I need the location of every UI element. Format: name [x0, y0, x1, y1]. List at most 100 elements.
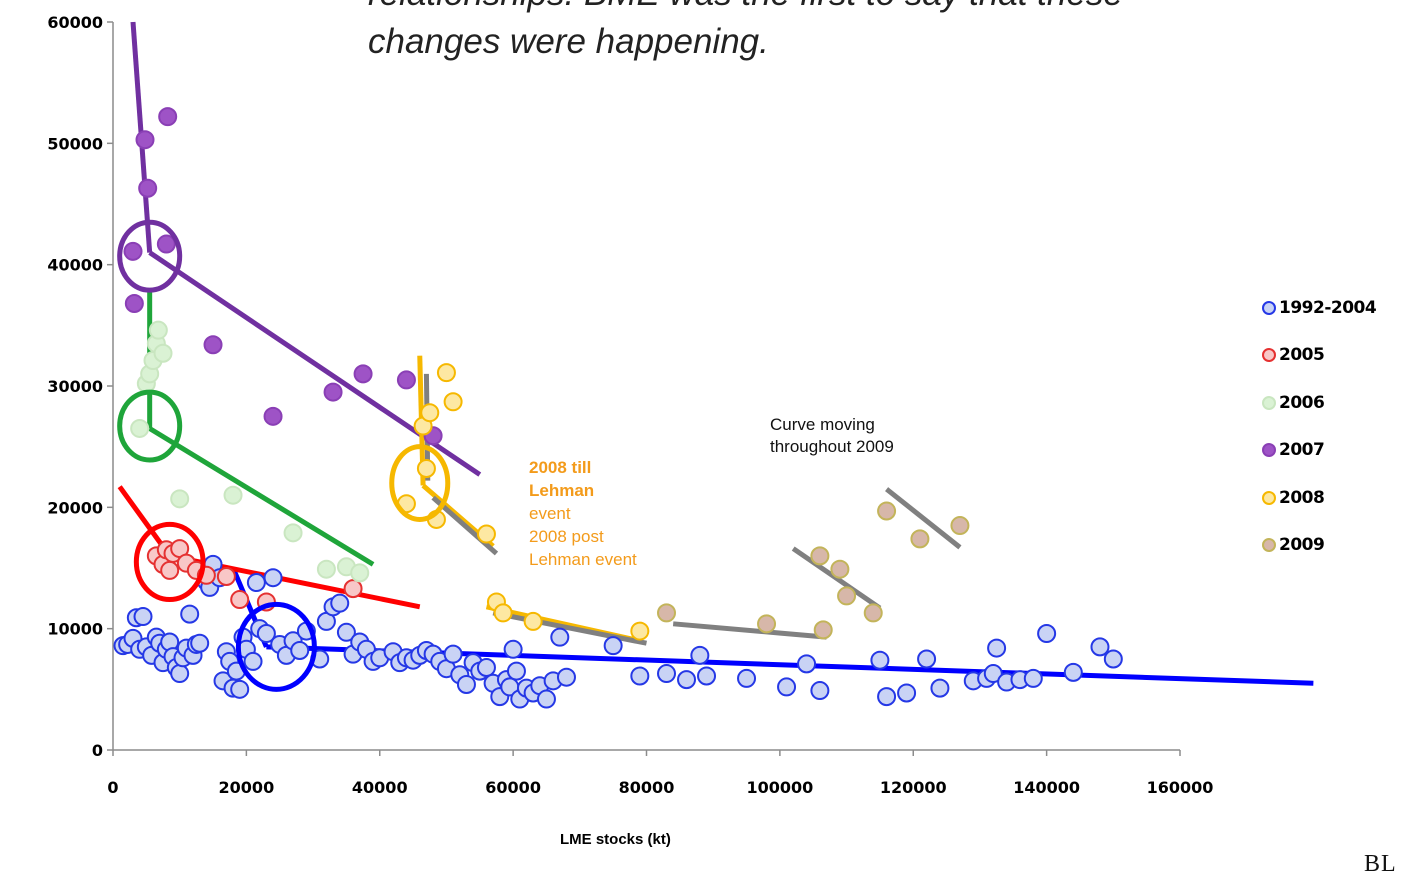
data-point	[476, 524, 496, 544]
data-point	[138, 178, 158, 198]
series-2005	[146, 539, 363, 612]
legend-entry: 2005	[1262, 332, 1420, 380]
data-point	[216, 566, 236, 586]
data-point	[180, 604, 200, 624]
curve-moving-line-1: Curve moving	[770, 415, 875, 434]
data-point	[170, 664, 190, 684]
x-tick-label: 40000	[352, 778, 408, 797]
data-point	[436, 363, 456, 383]
data-point	[493, 603, 513, 623]
data-point	[950, 516, 970, 536]
data-point	[223, 485, 243, 505]
data-point	[443, 644, 463, 664]
legend-label: 2008	[1279, 487, 1325, 508]
data-point	[135, 130, 155, 150]
data-point	[123, 241, 143, 261]
data-point	[1037, 624, 1057, 644]
trend-lines	[117, 21, 1314, 686]
lehman-bold-line-2: Lehman	[529, 481, 595, 500]
lehman-line-4: 2008 post	[529, 527, 604, 546]
x-tick-label: 60000	[485, 778, 541, 797]
lehman-line-3: event	[529, 504, 571, 523]
legend-marker	[1262, 300, 1276, 315]
data-point	[657, 664, 677, 684]
y-tick-label: 40000	[47, 256, 103, 275]
data-point	[148, 320, 168, 340]
data-point	[777, 677, 797, 697]
legend-marker	[1262, 348, 1276, 363]
legend-entry: 2007	[1262, 427, 1420, 475]
data-point	[837, 586, 857, 606]
data-point	[133, 607, 153, 627]
legend-label: 1992-2004	[1279, 297, 1377, 318]
data-point	[987, 638, 1007, 658]
y-tick-label: 30000	[47, 377, 103, 396]
data-point	[353, 364, 373, 384]
highlight-circle	[117, 389, 183, 463]
data-points	[113, 107, 1123, 709]
data-point	[158, 107, 178, 127]
data-point	[536, 689, 556, 709]
lehman-line-5: Lehman event	[529, 550, 637, 569]
data-point	[170, 489, 190, 509]
legend-entry: 1992-2004	[1262, 284, 1420, 332]
data-point	[256, 624, 276, 644]
lehman-note: 2008 till Lehman event 2008 post Lehman …	[529, 456, 699, 571]
legend-entry: 2009	[1262, 522, 1420, 570]
x-axis-label: LME stocks (kt)	[560, 831, 671, 848]
legend-label: 2006	[1279, 392, 1325, 413]
data-point	[917, 649, 937, 669]
data-point	[1023, 668, 1043, 688]
data-point	[983, 664, 1003, 684]
data-point	[910, 529, 930, 549]
data-point	[556, 667, 576, 687]
headline-line-1: relationships. BME was the first to say …	[368, 0, 1420, 18]
chart-legend: 1992-2004 2005 2006 2007 2008 2009	[1262, 284, 1420, 569]
data-point	[523, 611, 543, 631]
legend-entry: 2008	[1262, 474, 1420, 522]
data-point	[630, 666, 650, 686]
data-point	[690, 645, 710, 665]
y-tick-label: 20000	[47, 498, 103, 517]
data-point	[877, 501, 897, 521]
highlight-circle	[235, 601, 317, 692]
data-point	[1063, 662, 1083, 682]
series-1992-2004	[113, 554, 1123, 709]
y-tick-label: 60000	[47, 13, 103, 32]
data-point	[456, 674, 476, 694]
chart-axes: 0 10000 20000 30000 40000 50000 60000 0 20000 400…	[47, 13, 1213, 797]
x-tick-label: 100000	[746, 778, 813, 797]
data-point	[230, 679, 250, 699]
data-point	[506, 661, 526, 681]
legend-marker	[1262, 490, 1276, 505]
data-point	[697, 666, 717, 686]
y-tick-label: 50000	[47, 134, 103, 153]
data-point	[230, 590, 250, 610]
data-point	[290, 641, 310, 661]
data-point	[203, 335, 223, 355]
data-point	[330, 593, 350, 613]
highlight-circle	[133, 521, 206, 603]
data-point	[810, 546, 830, 566]
data-point	[677, 670, 697, 690]
data-point	[550, 627, 570, 647]
data-point	[630, 621, 650, 641]
data-point	[830, 559, 850, 579]
data-point	[603, 636, 623, 656]
headline-line-2: changes were happening.	[368, 22, 769, 61]
legend-marker	[1262, 395, 1276, 410]
data-point	[156, 234, 176, 254]
series-2009	[657, 501, 970, 640]
x-tick-label: 140000	[1013, 778, 1080, 797]
legend-label: 2009	[1279, 535, 1325, 556]
highlight-circle	[117, 219, 183, 293]
data-point	[263, 568, 283, 588]
data-point	[877, 687, 897, 707]
data-point	[503, 639, 523, 659]
legend-marker	[1262, 538, 1276, 553]
legend-label: 2005	[1279, 345, 1325, 366]
data-point	[130, 418, 150, 438]
headline: relationships. BME was the first to say …	[368, 0, 1420, 66]
data-point	[124, 293, 144, 313]
data-point	[863, 603, 883, 623]
